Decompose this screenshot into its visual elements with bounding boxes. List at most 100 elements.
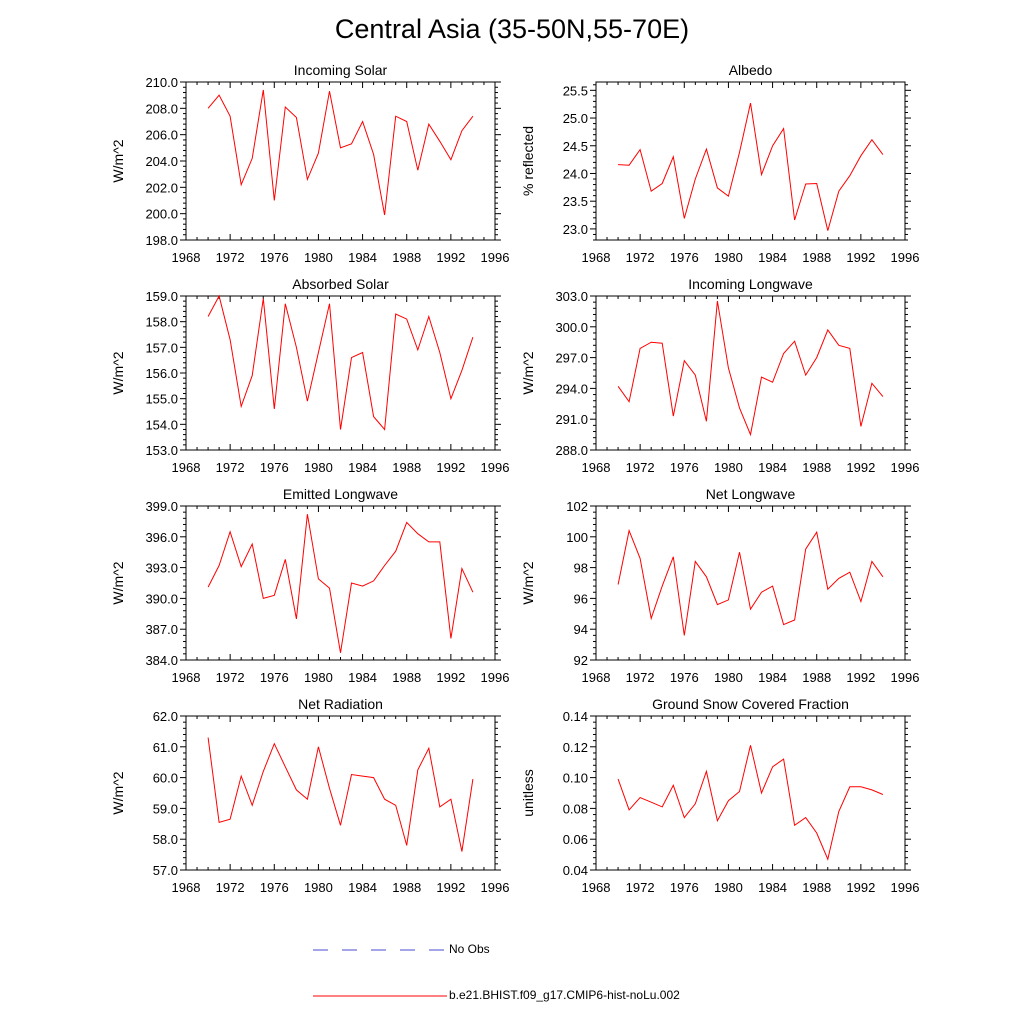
x-tick-label: 1996 xyxy=(481,460,510,475)
x-tick-label: 1996 xyxy=(891,250,920,265)
panel-title: Incoming Longwave xyxy=(688,276,813,292)
y-tick-label: 100 xyxy=(566,530,588,545)
y-tick-label: 294.0 xyxy=(555,381,588,396)
x-tick-label: 1992 xyxy=(436,880,465,895)
y-tick-label: 208.0 xyxy=(145,101,178,116)
x-tick-label: 1976 xyxy=(260,880,289,895)
y-tick-label: 158.0 xyxy=(145,315,178,330)
y-tick-label: 23.0 xyxy=(563,222,588,237)
plot-frame xyxy=(185,81,496,241)
x-tick-label: 1984 xyxy=(758,670,787,685)
y-tick-label: 98 xyxy=(574,561,588,576)
y-tick-label: 94 xyxy=(574,622,588,637)
y-tick-label: 62.0 xyxy=(153,709,178,724)
series-line xyxy=(617,528,884,636)
y-tick-label: 92 xyxy=(574,653,588,668)
x-tick-label: 1988 xyxy=(802,250,831,265)
x-tick-label: 1972 xyxy=(216,880,245,895)
y-axis-label: W/m^2 xyxy=(520,561,536,604)
y-tick-label: 0.14 xyxy=(563,709,588,724)
x-tick-label: 1976 xyxy=(260,250,289,265)
x-tick-label: 1968 xyxy=(582,460,611,475)
plot-frame xyxy=(185,715,496,871)
x-tick-label: 1988 xyxy=(802,880,831,895)
y-tick-label: 0.10 xyxy=(563,771,588,786)
y-tick-label: 102 xyxy=(566,499,588,514)
y-tick-label: 57.0 xyxy=(153,863,178,878)
y-tick-label: 0.04 xyxy=(563,863,588,878)
x-tick-label: 1988 xyxy=(392,250,421,265)
x-tick-label: 1984 xyxy=(348,880,377,895)
x-tick-label: 1984 xyxy=(758,880,787,895)
panel-title: Net Radiation xyxy=(298,696,383,712)
x-tick-label: 1980 xyxy=(714,460,743,475)
y-tick-label: 393.0 xyxy=(145,561,178,576)
y-tick-label: 399.0 xyxy=(145,499,178,514)
x-tick-label: 1996 xyxy=(891,880,920,895)
panel-title: Incoming Solar xyxy=(294,62,388,78)
y-tick-label: 300.0 xyxy=(555,320,588,335)
y-tick-label: 396.0 xyxy=(145,530,178,545)
y-axis-label: W/m^2 xyxy=(520,351,536,394)
x-tick-label: 1972 xyxy=(626,460,655,475)
x-tick-label: 1984 xyxy=(758,460,787,475)
y-tick-label: 25.5 xyxy=(563,83,588,98)
series-line xyxy=(617,301,884,437)
x-tick-label: 1976 xyxy=(670,460,699,475)
y-axis-label: W/m^2 xyxy=(110,771,126,814)
chart-panel-2: Absorbed Solar W/m^2 1968 1972 1976 1980 1984 1… xyxy=(110,276,509,475)
plot-frame xyxy=(595,505,906,661)
y-tick-label: 390.0 xyxy=(145,591,178,606)
y-tick-label: 297.0 xyxy=(555,351,588,366)
y-tick-label: 387.0 xyxy=(145,622,178,637)
y-axis-label: W/m^2 xyxy=(110,139,126,182)
x-tick-label: 1972 xyxy=(626,670,655,685)
y-tick-label: 204.0 xyxy=(145,154,178,169)
y-tick-label: 159.0 xyxy=(145,289,178,304)
x-tick-label: 1976 xyxy=(260,460,289,475)
x-tick-label: 1972 xyxy=(216,670,245,685)
panel-title: Net Longwave xyxy=(706,486,796,502)
x-tick-label: 1972 xyxy=(216,250,245,265)
x-tick-label: 1984 xyxy=(348,460,377,475)
y-tick-label: 24.5 xyxy=(563,139,588,154)
y-tick-label: 24.0 xyxy=(563,166,588,181)
y-tick-label: 384.0 xyxy=(145,653,178,668)
y-tick-label: 23.5 xyxy=(563,194,588,209)
panel-title: Albedo xyxy=(729,62,773,78)
y-tick-label: 303.0 xyxy=(555,289,588,304)
x-tick-label: 1992 xyxy=(436,250,465,265)
series-line xyxy=(617,745,884,861)
x-tick-label: 1988 xyxy=(392,670,421,685)
x-tick-label: 1968 xyxy=(582,880,611,895)
chart-panel-5: Net Longwave W/m^2 1968 1972 1976 1980 1984 198… xyxy=(520,486,919,685)
x-tick-label: 1968 xyxy=(172,460,201,475)
y-tick-label: 61.0 xyxy=(153,740,178,755)
x-tick-label: 1988 xyxy=(392,460,421,475)
series-line xyxy=(618,102,884,231)
x-tick-label: 1980 xyxy=(304,460,333,475)
series-line xyxy=(207,737,474,852)
x-tick-label: 1972 xyxy=(626,250,655,265)
y-tick-label: 58.0 xyxy=(153,832,178,847)
y-tick-label: 155.0 xyxy=(145,392,178,407)
x-tick-label: 1988 xyxy=(802,670,831,685)
x-tick-label: 1968 xyxy=(582,670,611,685)
x-tick-label: 1992 xyxy=(846,670,875,685)
x-tick-label: 1988 xyxy=(802,460,831,475)
y-tick-label: 156.0 xyxy=(145,366,178,381)
y-axis-label: unitless xyxy=(520,769,536,816)
chart-panel-3: Incoming Longwave W/m^2 1968 1972 1976 1980 19… xyxy=(520,276,919,475)
y-tick-label: 154.0 xyxy=(145,417,178,432)
y-tick-label: 200.0 xyxy=(145,207,178,222)
x-tick-label: 1992 xyxy=(436,460,465,475)
plot-frame xyxy=(595,295,906,451)
chart-panel-6: Net Radiation W/m^2 1968 1972 1976 1980 1984 19… xyxy=(110,696,509,895)
y-tick-label: 153.0 xyxy=(145,443,178,458)
x-tick-label: 1992 xyxy=(846,250,875,265)
y-axis-label: % reflected xyxy=(520,126,536,196)
y-tick-label: 0.12 xyxy=(563,740,588,755)
x-tick-label: 1996 xyxy=(481,670,510,685)
x-tick-label: 1984 xyxy=(348,670,377,685)
